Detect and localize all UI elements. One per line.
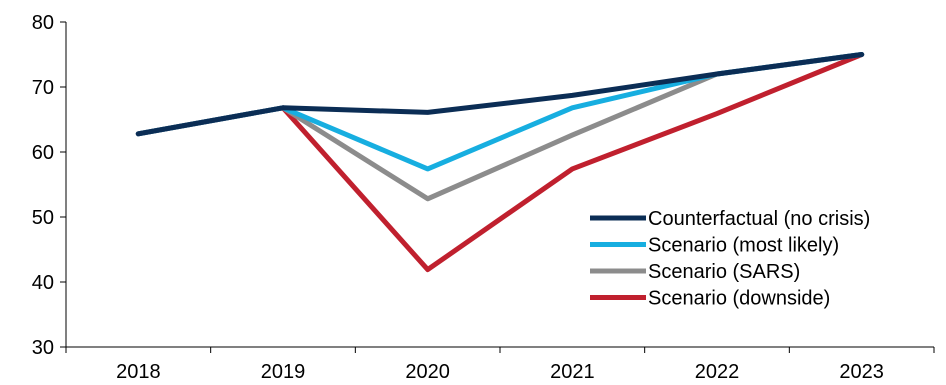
x-tick-label: 2023 [839,361,884,383]
y-tick-label: 40 [32,272,54,294]
y-tick-label: 70 [32,77,54,99]
series-lines [135,52,865,273]
legend-label: Scenario (SARS) [648,261,800,283]
x-tick-label: 2018 [116,361,161,383]
legend: Counterfactual (no crisis) Scenario (most… [590,208,870,310]
x-axis-ticks: 2018 2019 2020 2021 2022 2023 [65,347,935,383]
series-line-1 [135,52,865,137]
y-tick-label: 30 [32,337,54,359]
legend-label: Scenario (most likely) [648,235,839,257]
x-tick-label: 2019 [261,361,306,383]
x-tick-label: 2021 [550,361,595,383]
x-tick-label: 2020 [405,361,450,383]
y-tick-label: 50 [32,207,54,229]
y-axis-ticks: 30 40 50 60 70 80 [32,12,66,359]
legend-label: Counterfactual (no crisis) [648,208,870,230]
y-tick-label: 60 [32,142,54,164]
series-line-2 [135,52,865,172]
legend-label: Scenario (downside) [648,288,830,310]
series-line-3 [135,52,865,202]
x-tick-label: 2022 [695,361,740,383]
plot-area: 30 40 50 60 70 80 2018 2019 2020 2021 2022 2023 [32,12,935,383]
y-tick-label: 80 [32,12,54,34]
